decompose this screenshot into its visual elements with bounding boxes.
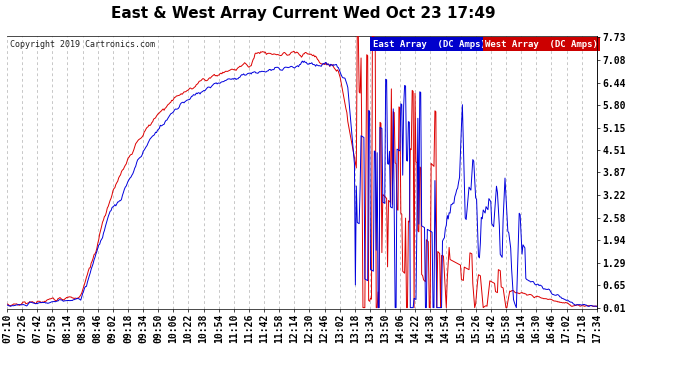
- Text: East & West Array Current Wed Oct 23 17:49: East & West Array Current Wed Oct 23 17:…: [111, 6, 496, 21]
- Text: Copyright 2019 Cartronics.com: Copyright 2019 Cartronics.com: [10, 40, 155, 49]
- Text: East Array  (DC Amps): East Array (DC Amps): [373, 40, 486, 49]
- Text: West Array  (DC Amps): West Array (DC Amps): [485, 40, 598, 49]
